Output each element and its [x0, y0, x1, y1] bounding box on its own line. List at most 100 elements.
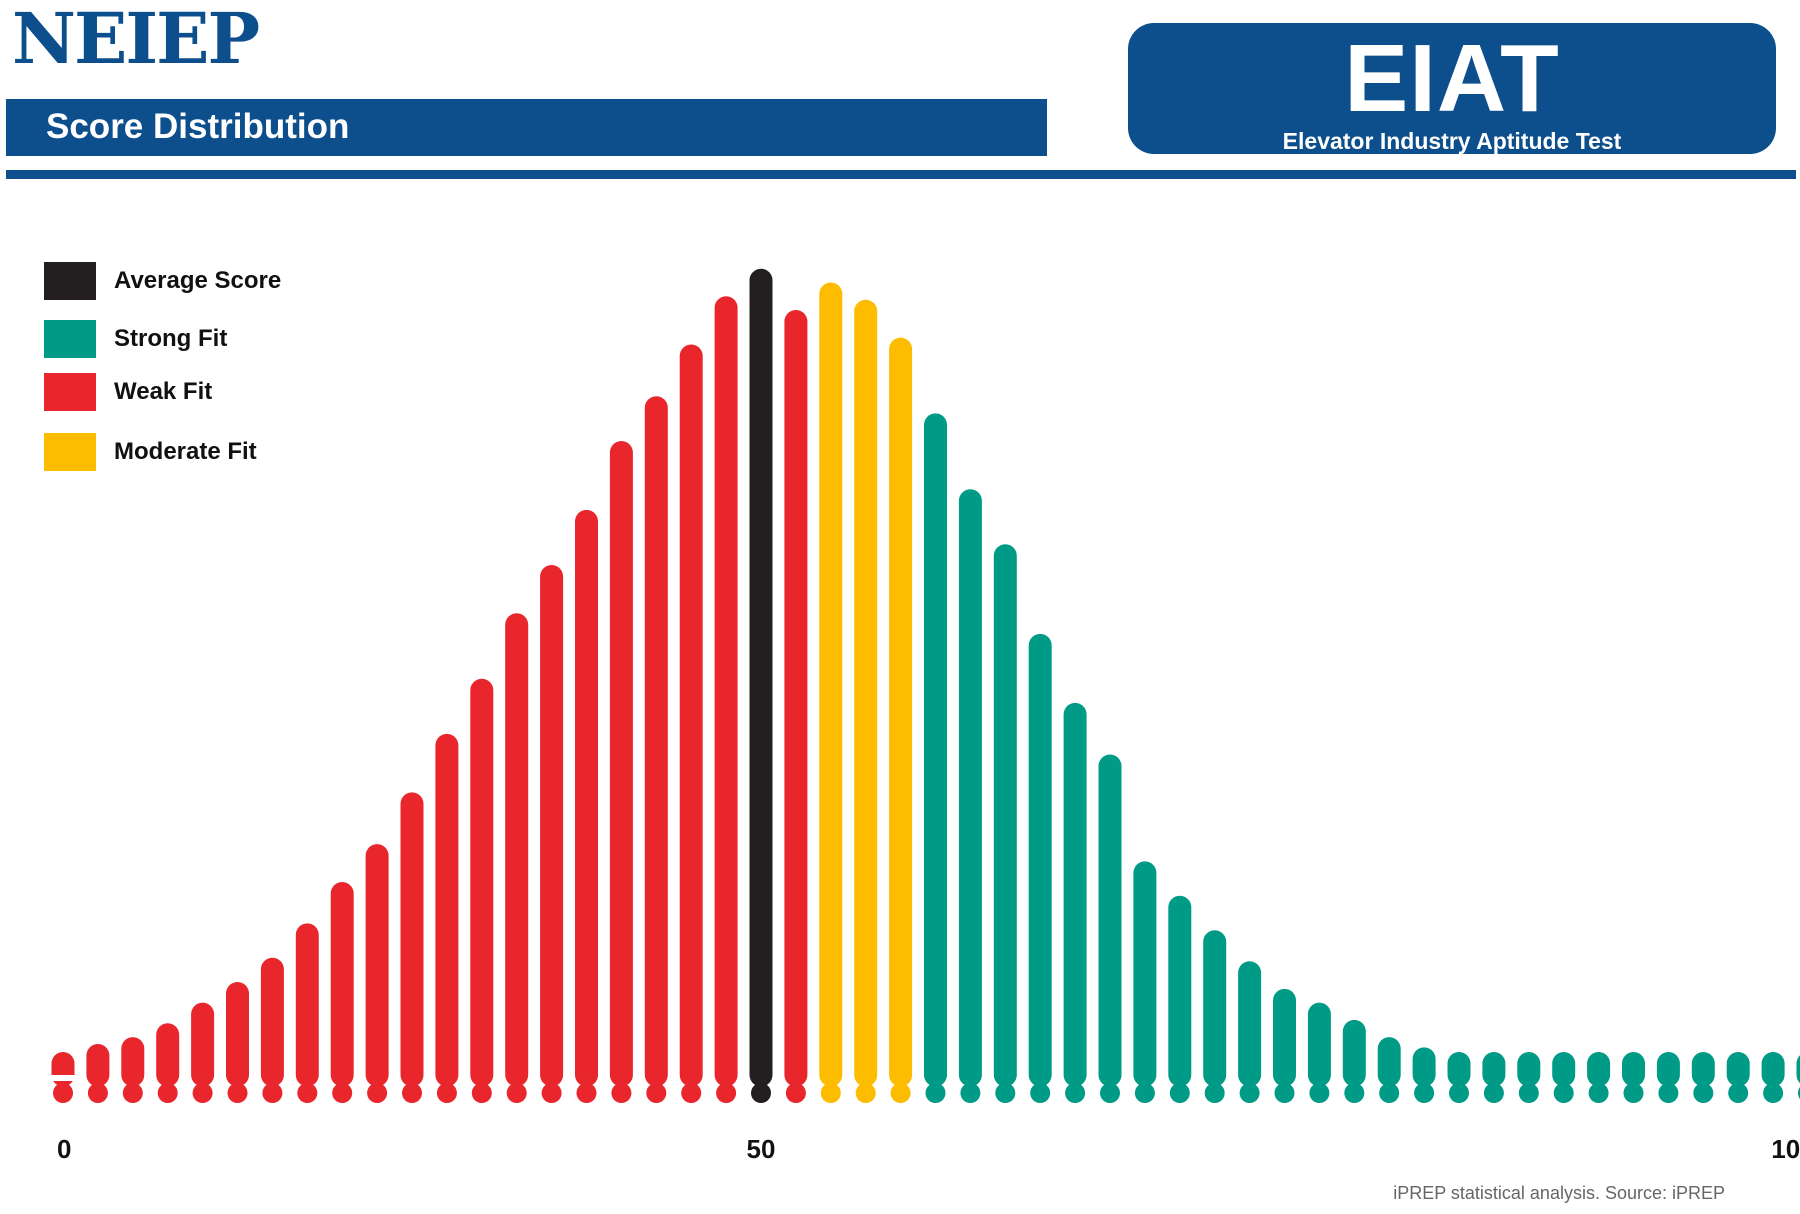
score-dot-20: [751, 1083, 771, 1103]
bar-15: [575, 509, 598, 1087]
bar-14: [540, 565, 564, 1087]
bar-2: [121, 1037, 145, 1087]
score-dot-48: [1728, 1083, 1749, 1103]
bar-18: [679, 344, 703, 1087]
bar-42: [1517, 1052, 1541, 1087]
legend-label-moderate: Moderate Fit: [114, 438, 257, 465]
score-dot-14: [541, 1083, 562, 1103]
score-dot-18: [681, 1083, 702, 1103]
bar-21: [784, 310, 808, 1087]
bar-34: [1238, 961, 1262, 1087]
legend-label-average: Average Score: [114, 267, 282, 294]
score-dot-42: [1518, 1083, 1539, 1103]
badge-title: EIAT: [1344, 25, 1560, 132]
score-dot-27: [995, 1083, 1016, 1103]
brand-logo: NEIEP: [12, 0, 260, 80]
score-dot-26: [960, 1083, 981, 1103]
bar-43: [1552, 1052, 1576, 1087]
bar-27: [993, 544, 1017, 1087]
bar-25: [924, 413, 947, 1087]
bar-45: [1622, 1052, 1645, 1087]
bar-10: [400, 792, 424, 1087]
bar-7: [295, 923, 319, 1087]
score-dot-13: [506, 1083, 527, 1103]
score-dot-45: [1623, 1083, 1644, 1103]
bar-41: [1482, 1052, 1506, 1087]
score-dot-6: [262, 1083, 283, 1103]
bar-50: [1796, 1055, 1800, 1084]
score-dot-40: [1449, 1083, 1469, 1103]
score-dot-43: [1553, 1083, 1574, 1103]
score-dot-0: [53, 1083, 73, 1103]
bar-44: [1587, 1052, 1611, 1087]
baseline-mask: [40, 1075, 1800, 1081]
badge-subtitle: Elevator Industry Aptitude Test: [1282, 128, 1622, 154]
bar-24: [889, 337, 913, 1087]
score-dot-47: [1693, 1083, 1714, 1103]
bar-31: [1133, 861, 1157, 1087]
score-dot-29: [1065, 1083, 1086, 1103]
score-dot-15: [576, 1083, 597, 1103]
score-dot-44: [1588, 1083, 1609, 1103]
bar-23: [854, 299, 878, 1087]
legend-item-strong: Strong Fit: [44, 320, 444, 360]
bar-13: [505, 613, 529, 1087]
bar-8: [330, 882, 354, 1087]
bar-9: [365, 844, 389, 1087]
bar-39: [1412, 1047, 1436, 1087]
score-dot-9: [367, 1083, 388, 1103]
bar-38: [1377, 1037, 1401, 1087]
score-dot-21: [785, 1083, 806, 1103]
score-dot-4: [192, 1083, 213, 1103]
bar-28: [1028, 633, 1052, 1087]
score-dot-38: [1379, 1083, 1400, 1103]
bar-37: [1342, 1019, 1366, 1087]
score-dot-16: [611, 1083, 632, 1103]
bar-12: [470, 678, 494, 1087]
score-dot-31: [1134, 1083, 1155, 1103]
legend-item-moderate: Moderate Fit: [44, 433, 444, 473]
bar-19: [714, 296, 738, 1087]
bar-22: [819, 282, 843, 1087]
source-note: iPREP statistical analysis. Source: iPRE…: [1393, 1183, 1725, 1203]
legend-swatch-strong: [44, 320, 96, 358]
score-dot-33: [1204, 1083, 1225, 1103]
score-dot-36: [1309, 1083, 1330, 1103]
legend-item-average: Average Score: [44, 262, 444, 302]
score-dot-5: [227, 1083, 248, 1103]
score-dot-2: [122, 1083, 143, 1103]
test-badge: EIAT Elevator Industry Aptitude Test: [1128, 23, 1776, 154]
legend-swatch-moderate: [44, 433, 96, 471]
legend-label-weak: Weak Fit: [114, 378, 213, 405]
score-dot-17: [646, 1083, 667, 1103]
score-dot-8: [332, 1083, 353, 1103]
legend-swatch-average: [44, 262, 96, 300]
bar-29: [1063, 702, 1087, 1087]
bar-11: [435, 733, 459, 1087]
x-tick-label-0: 0: [57, 1134, 71, 1164]
header-divider: [6, 170, 1796, 179]
score-dot-11: [436, 1083, 457, 1103]
bar-5: [226, 982, 249, 1087]
bar-20: [749, 268, 773, 1087]
score-dot-30: [1100, 1083, 1120, 1103]
score-dot-35: [1274, 1083, 1295, 1103]
x-tick-label-1: 50: [747, 1134, 776, 1164]
bar-33: [1203, 930, 1227, 1087]
bar-16: [609, 441, 633, 1087]
score-dot-24: [890, 1083, 911, 1103]
score-dot-49: [1763, 1083, 1784, 1103]
bar-17: [644, 396, 668, 1087]
score-dot-28: [1030, 1083, 1051, 1103]
bar-3: [156, 1023, 180, 1087]
score-dot-39: [1414, 1083, 1435, 1103]
bar-48: [1726, 1052, 1750, 1087]
bar-35: [1273, 988, 1296, 1087]
bar-26: [958, 489, 982, 1087]
score-dot-7: [297, 1083, 318, 1103]
legend-swatch-weak: [44, 373, 96, 411]
bar-30: [1098, 754, 1122, 1087]
score-dot-22: [820, 1083, 841, 1103]
title-bar: Score Distribution: [6, 99, 1047, 156]
